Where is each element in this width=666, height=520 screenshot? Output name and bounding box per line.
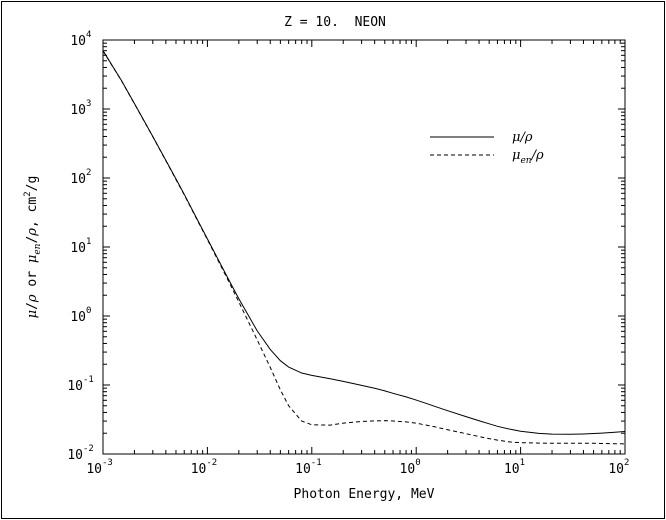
x-tick-label-base: 10 (400, 462, 416, 477)
y-axis-label-separator (25, 263, 40, 271)
series-line-mu-rho (102, 50, 626, 435)
y-tick-label-exponent: -1 (83, 375, 94, 385)
y-tick-label: 10 3 (70, 99, 91, 118)
y-axis-label-separator (25, 287, 40, 295)
y-tick-label-base: 10 (67, 448, 83, 463)
x-tick-label-base: 10 (504, 462, 520, 477)
y-axis-label-separator: , (25, 212, 40, 228)
y-axis-label-or: or (25, 271, 40, 287)
x-tick-label-exponent: 0 (415, 458, 420, 468)
data-series (102, 50, 626, 445)
y-tick-label-base: 10 (70, 172, 86, 187)
x-tick-label: 10 0 (400, 458, 421, 477)
y-tick-label-base: 10 (70, 34, 86, 49)
y-tick-label-exponent: 3 (86, 99, 91, 109)
y-axis-label: μ/ρ or μen/ρ, cm2/g (23, 176, 43, 319)
y-tick-label-base: 10 (67, 379, 83, 394)
y-tick-label-base: 10 (70, 241, 86, 256)
x-tick-label: 10 -1 (295, 458, 322, 477)
y-tick-label-base: 10 (70, 310, 86, 325)
legend-label-mu-rho: μ/ρ (512, 130, 533, 145)
y-tick-label: 10 4 (70, 30, 91, 49)
y-axis-label-separator: / (25, 183, 40, 191)
y-tick-label-base: 10 (70, 103, 86, 118)
axis-ticks: 10 -3 10 -2 10 -1 10 0 10 1 10 210 -210 -110 010 110 210… (67, 30, 629, 477)
x-tick-label-exponent: -2 (206, 458, 217, 468)
y-tick-label: 10 -2 (67, 444, 94, 463)
x-tick-label-exponent: 2 (624, 458, 629, 468)
y-tick-label-exponent: 0 (86, 306, 91, 316)
legend-label-tail: /ρ (530, 148, 544, 163)
legend-label-subscript: en (520, 156, 531, 166)
x-axis-label: Photon Energy, MeV (294, 487, 435, 502)
y-axis-label-en: en (33, 243, 43, 254)
y-tick-label: 10 0 (70, 306, 91, 325)
y-tick-label-exponent: 4 (86, 30, 91, 40)
y-tick-label: 10 1 (70, 237, 91, 256)
y-axis-label-unit-den: g (25, 176, 40, 184)
x-tick-label-exponent: -1 (311, 458, 322, 468)
x-tick-label: 10 -2 (191, 458, 218, 477)
x-tick-label: 10 -3 (86, 458, 113, 477)
y-tick-label-exponent: 2 (86, 168, 91, 178)
x-tick-label-base: 10 (608, 462, 624, 477)
y-axis-label-text: μ/ρ or μen/ρ, cm2/g (23, 176, 43, 319)
y-axis-label-unit: cm (25, 197, 40, 213)
x-tick-label: 10 1 (504, 458, 525, 477)
chart-title: Z = 10. NEON (284, 15, 386, 30)
y-axis-label-rho: ρ (25, 228, 40, 237)
series-line-mu-en-rho (102, 50, 626, 445)
x-tick-label-exponent: -3 (102, 458, 113, 468)
y-axis-label-rho: ρ (25, 294, 40, 303)
x-tick-label-exponent: 1 (520, 458, 525, 468)
x-tick-label-base: 10 (295, 462, 311, 477)
y-axis-label-mu: μ (25, 310, 40, 318)
x-tick-label-base: 10 (191, 462, 207, 477)
x-tick-label: 10 2 (608, 458, 629, 477)
y-tick-label: 10 -1 (67, 375, 94, 394)
y-tick-label: 10 2 (70, 168, 91, 187)
x-tick-label-base: 10 (86, 462, 102, 477)
y-axis-label-mu: μ (25, 255, 40, 263)
y-tick-label-exponent: -2 (83, 444, 94, 454)
y-axis-label-separator: / (25, 302, 40, 310)
y-tick-label-exponent: 1 (86, 237, 91, 247)
y-axis-label-separator: / (25, 236, 40, 244)
legend-label-mu-en-rho: μen/ρ (512, 148, 544, 166)
y-axis-label-unit-exp: 2 (23, 191, 33, 196)
legend-label-mu: μ (512, 148, 520, 163)
